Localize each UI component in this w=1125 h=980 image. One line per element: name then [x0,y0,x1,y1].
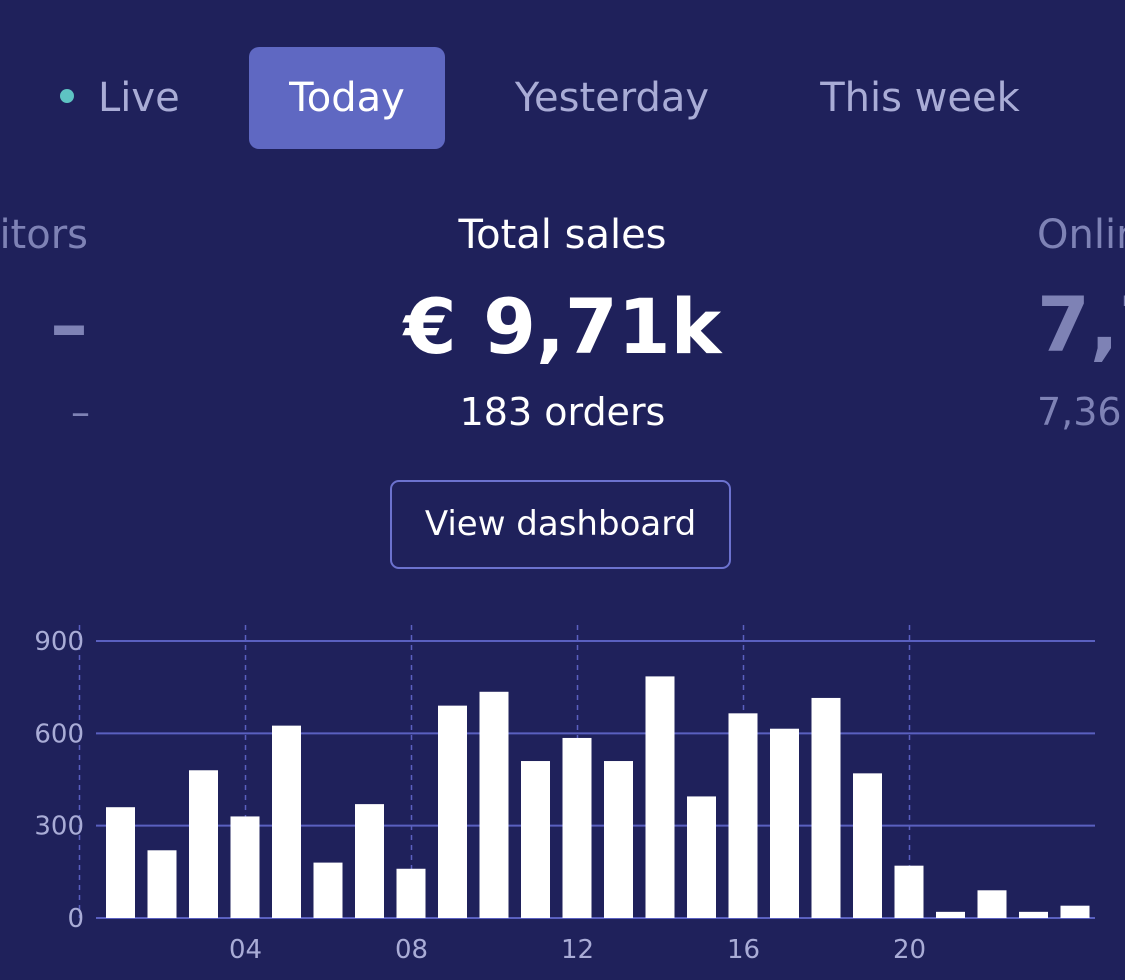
bar [936,911,965,918]
y-tick-label: 900 [34,627,84,657]
bar [189,770,218,918]
x-tick-label: 12 [561,935,594,965]
bar [687,796,716,918]
bar [645,676,675,918]
x-tick-label: 04 [229,935,262,965]
bar [521,761,550,918]
online-metric-title: Onlin [1037,212,1125,258]
tab-this-week[interactable]: This week [820,75,1020,121]
total-sales-orders: 183 orders [459,390,666,434]
x-tick-label: 20 [893,935,926,965]
visitors-metric-value: – [50,280,88,369]
bar [479,691,509,918]
y-tick-label: 300 [34,812,84,842]
tab-live[interactable]: Live [48,47,208,149]
bar [894,865,924,918]
tab-today[interactable]: Today [249,47,445,149]
tab-yesterday[interactable]: Yesterday [514,75,710,121]
x-tick-label: 08 [395,935,428,965]
bar [853,773,882,918]
y-tick-label: 0 [67,904,84,934]
view-dashboard-button[interactable]: View dashboard [390,480,731,569]
bar [728,713,758,918]
total-sales-value: € 9,71k [403,282,722,371]
online-metric-value: 7,7 [1037,280,1125,369]
tab-live-label: Live [98,75,180,121]
bar [770,728,799,918]
bar [355,804,384,918]
online-metric-sub: 7,36 [1037,390,1122,434]
bar [977,890,1007,918]
bar [811,697,841,918]
bar [1019,911,1048,918]
bar [106,807,135,918]
bar [272,725,301,918]
bar [562,737,592,918]
bar [438,705,467,918]
live-dot-icon [60,89,74,103]
bar [396,868,426,918]
bar [147,850,177,918]
y-tick-label: 600 [34,719,84,749]
visitors-metric-sub: – [71,390,90,434]
period-tabs: Live Today Yesterday This week [0,47,1125,149]
total-sales-title: Total sales [458,212,667,258]
bar [230,816,260,918]
visitors-metric-title: itors [0,212,88,258]
bar [1060,905,1090,918]
sales-bar-chart: 0 300 600 900 04 08 12 16 20 [34,625,1095,965]
bar [604,761,633,918]
bar [313,862,343,918]
x-tick-label: 16 [727,935,760,965]
